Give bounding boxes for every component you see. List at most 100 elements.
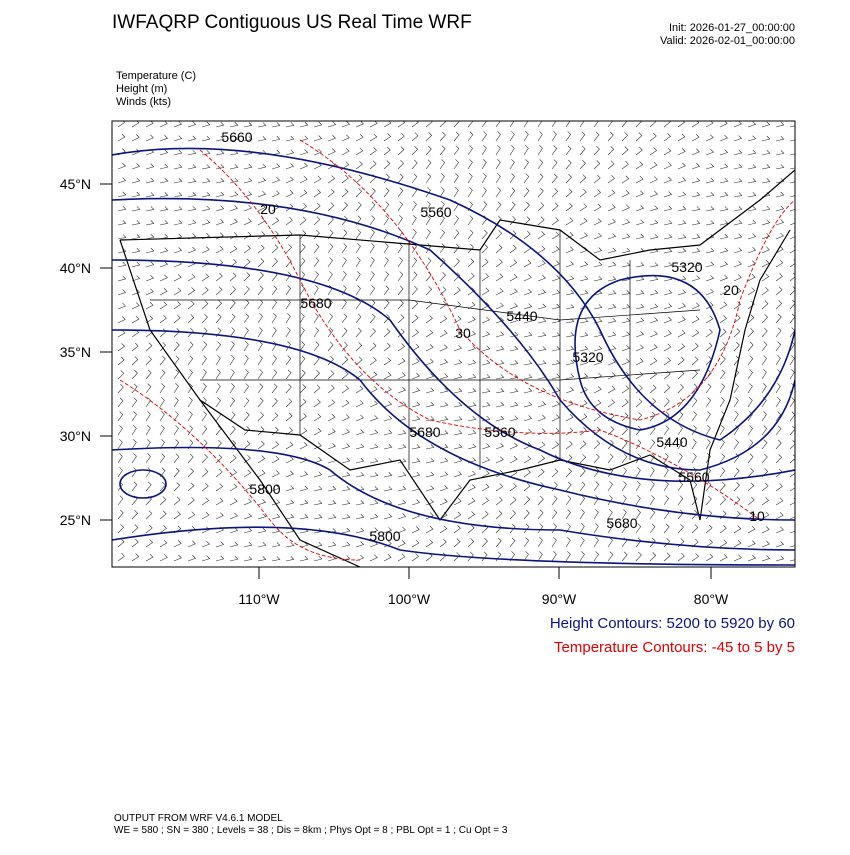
wind-barb [229, 136, 239, 142]
wind-barb [117, 343, 125, 352]
wind-barb [327, 257, 333, 268]
wind-barb [551, 441, 560, 450]
wind-barb [579, 290, 589, 296]
wind-barb [187, 121, 197, 128]
wind-barb [341, 313, 348, 324]
wind-barb [789, 191, 795, 198]
wind-barb [705, 369, 712, 380]
wind-barb [565, 261, 575, 268]
wind-barb [691, 383, 698, 394]
wind-barb [467, 345, 477, 352]
wind-barb [355, 327, 362, 338]
wind-barb [677, 356, 685, 366]
wind-barb [285, 135, 295, 142]
wind-barb [775, 497, 784, 506]
wind-barb [775, 454, 783, 464]
wind-barb [187, 327, 194, 338]
wind-barb [341, 370, 349, 380]
wind-barb [579, 188, 587, 198]
wind-barb [117, 553, 125, 562]
wind-barb [439, 286, 447, 296]
wind-barb [425, 315, 433, 324]
wind-barb [411, 539, 420, 548]
wind-barb [649, 233, 659, 240]
field-label: Temperature (C) [116, 70, 196, 82]
wind-barb [271, 257, 278, 268]
wind-barb [327, 243, 334, 254]
wind-barb [593, 189, 602, 198]
wind-barb [523, 360, 533, 366]
wind-barb [761, 425, 768, 436]
wind-barb [215, 369, 221, 380]
wind-barb [705, 192, 715, 198]
wind-barb [509, 259, 518, 268]
wind-barb [369, 147, 377, 156]
wind-barb [285, 369, 292, 380]
wind-barb [215, 468, 223, 478]
wind-barb [579, 386, 588, 394]
wind-barb [551, 173, 558, 184]
wind-barb [565, 468, 572, 478]
wind-barb [761, 497, 770, 506]
wind-barb [369, 458, 379, 464]
wind-barb [635, 439, 642, 450]
wind-barb [509, 346, 519, 352]
wind-barb [523, 523, 530, 534]
wind-barb [397, 173, 404, 184]
wind-barb [495, 259, 503, 268]
wind-barb [551, 509, 558, 520]
wind-barb [453, 511, 462, 520]
wind-barb [509, 388, 519, 394]
wind-barb [229, 272, 237, 282]
wind-barb [299, 556, 309, 562]
wind-barb [719, 261, 729, 268]
wind-barb [145, 247, 155, 254]
wind-barb [201, 300, 209, 310]
wind-barb [621, 412, 629, 422]
wind-barb [341, 257, 347, 268]
wind-barb [747, 219, 757, 226]
wind-barb [131, 553, 140, 562]
wind-barb [719, 274, 728, 282]
wind-barb [509, 230, 517, 240]
wind-barb [173, 355, 180, 366]
wind-barb [495, 131, 501, 142]
wind-barb [775, 164, 785, 170]
wind-barb [369, 201, 376, 212]
wind-barb [453, 416, 463, 422]
wind-barb [691, 553, 700, 562]
wind-barb [453, 344, 463, 352]
wind-barb [677, 234, 687, 240]
wind-barb [789, 136, 795, 142]
wind-barb [299, 135, 309, 142]
wind-barb [257, 542, 267, 548]
height-label: 5560 [678, 469, 709, 485]
wind-barb [579, 332, 589, 338]
wind-barb [789, 121, 795, 128]
wind-barb [733, 453, 740, 464]
wind-barb [425, 229, 431, 240]
wind-barb [243, 285, 250, 296]
wind-barb [747, 273, 756, 282]
wind-barb [299, 257, 306, 268]
wind-barb [607, 439, 614, 450]
wind-barb [719, 220, 729, 226]
wind-barb [355, 371, 363, 380]
wind-barb [453, 286, 461, 296]
wind-barb [691, 453, 697, 464]
wind-barb [593, 247, 603, 254]
wind-barb [663, 552, 671, 562]
wind-barb [341, 243, 347, 254]
wind-barb [341, 174, 349, 184]
wind-barb [341, 215, 348, 226]
wind-barb [719, 163, 729, 170]
lon-label: 80°W [694, 591, 729, 607]
wind-barb [523, 482, 531, 492]
wind-barb [733, 274, 742, 282]
wind-barb [159, 220, 169, 226]
wind-barb [229, 232, 238, 240]
wind-barb [593, 145, 600, 156]
wind-barb [635, 412, 643, 422]
wind-barb [691, 177, 701, 184]
wind-barb [411, 401, 421, 408]
